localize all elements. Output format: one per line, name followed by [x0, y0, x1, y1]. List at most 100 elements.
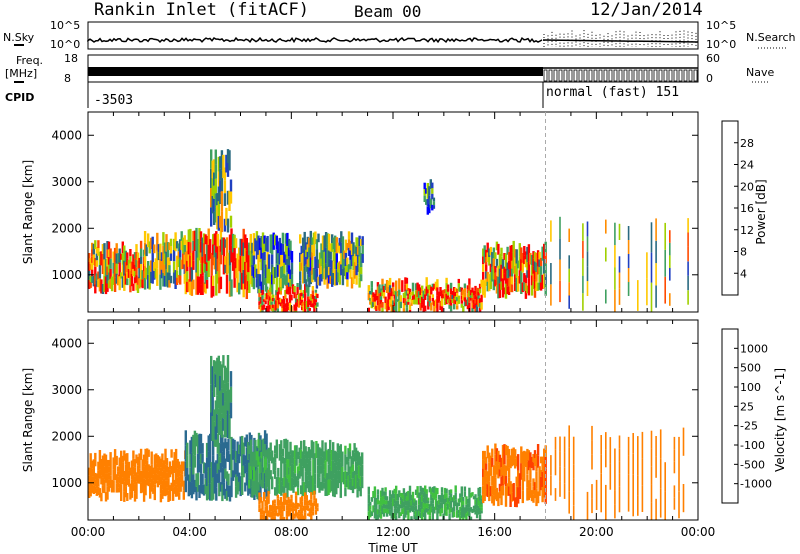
echo-cell	[321, 250, 325, 265]
echo-cell	[308, 277, 311, 288]
echo-cell	[296, 488, 300, 496]
echo-cell	[308, 502, 311, 506]
echo-cell	[687, 290, 689, 305]
nave-bar	[603, 69, 608, 82]
echo-cell	[265, 496, 269, 506]
echo-cell	[283, 458, 286, 468]
nsky-tick-bottom: 10^0	[50, 38, 80, 51]
echo-cell	[462, 509, 465, 513]
echo-cell	[307, 458, 310, 470]
echo-cell	[139, 263, 143, 272]
echo-cell	[632, 474, 634, 496]
echo-cell	[527, 261, 531, 279]
echo-cell	[520, 259, 523, 271]
echo-cell	[223, 383, 227, 402]
echo-cell	[241, 272, 244, 290]
echo-cell	[136, 474, 140, 484]
echo-cell	[95, 280, 98, 287]
echo-cell	[285, 298, 289, 303]
echo-cell	[299, 262, 302, 272]
echo-cell	[678, 464, 680, 492]
echo-cell	[225, 390, 228, 415]
echo-cell	[356, 246, 360, 255]
echo-cell	[530, 456, 534, 468]
echo-cell	[532, 258, 535, 267]
echo-cell	[521, 477, 524, 491]
echo-cell	[382, 504, 386, 509]
cpid-right-value: normal (fast) 151	[546, 85, 679, 100]
echo-cell	[231, 438, 235, 450]
echo-cell	[196, 453, 200, 473]
echo-cell	[107, 241, 111, 250]
echo-cell	[424, 305, 427, 312]
echo-cell	[312, 477, 315, 495]
echo-cell	[586, 236, 589, 252]
echo-cell	[433, 283, 436, 290]
echo-cell	[395, 500, 398, 509]
echo-cell	[244, 275, 247, 290]
echo-cell	[526, 246, 529, 255]
echo-cell	[219, 390, 222, 406]
echo-cell	[283, 467, 286, 477]
echo-cell	[193, 430, 197, 443]
echo-cell	[299, 511, 302, 519]
echo-cell	[475, 287, 479, 297]
echo-cell	[226, 382, 230, 411]
echo-cell	[262, 510, 266, 520]
echo-cell	[175, 263, 179, 271]
echo-cell	[214, 400, 217, 414]
echo-cell	[227, 473, 230, 486]
echo-cell	[367, 285, 370, 293]
echo-cell	[199, 263, 203, 274]
echo-cell	[494, 266, 497, 273]
echo-cell	[264, 450, 268, 457]
echo-cell	[107, 485, 111, 492]
echo-cell	[517, 276, 520, 284]
echo-cell	[109, 464, 112, 476]
echo-cell	[199, 433, 203, 444]
echo-cell	[301, 292, 304, 297]
echo-cell	[532, 273, 535, 282]
echo-cell	[632, 453, 634, 475]
echo-cell	[252, 466, 256, 481]
echo-cell	[293, 286, 296, 293]
echo-cell	[413, 299, 416, 305]
echo-cell	[316, 503, 319, 508]
echo-cell	[329, 243, 332, 252]
echo-cell	[600, 493, 602, 513]
echo-cell	[267, 254, 271, 269]
echo-cell	[429, 179, 432, 189]
nave-bar	[573, 69, 578, 82]
echo-cell	[258, 297, 261, 302]
echo-cell	[480, 495, 483, 499]
echo-cell	[89, 453, 92, 468]
echo-cell	[88, 253, 91, 262]
x-axis-label: Time UT	[367, 541, 418, 554]
echo-cell	[222, 455, 226, 469]
echo-cell	[299, 280, 302, 290]
nsearch-label: N.Search	[746, 31, 796, 44]
echo-cell	[323, 235, 326, 252]
echo-cell	[229, 386, 233, 403]
echo-cell	[248, 432, 251, 443]
echo-cell	[162, 272, 165, 287]
echo-cell	[135, 481, 138, 491]
echo-cell	[375, 295, 378, 301]
echo-cell	[264, 506, 267, 514]
echo-cell	[472, 496, 476, 500]
colorbar-tick-label: 4	[740, 267, 747, 280]
echo-cell	[179, 473, 182, 483]
echo-cell	[506, 458, 509, 471]
echo-cell	[515, 277, 518, 292]
echo-cell	[422, 502, 425, 508]
echo-cell	[407, 293, 410, 297]
echo-cell	[408, 507, 412, 513]
echo-cell	[509, 481, 512, 495]
echo-cell	[318, 447, 321, 463]
echo-cell	[536, 282, 540, 291]
echo-cell	[183, 244, 186, 255]
echo-cell	[205, 262, 209, 271]
echo-cell	[261, 440, 265, 457]
echo-cell	[233, 247, 236, 262]
echo-cell	[411, 299, 415, 305]
